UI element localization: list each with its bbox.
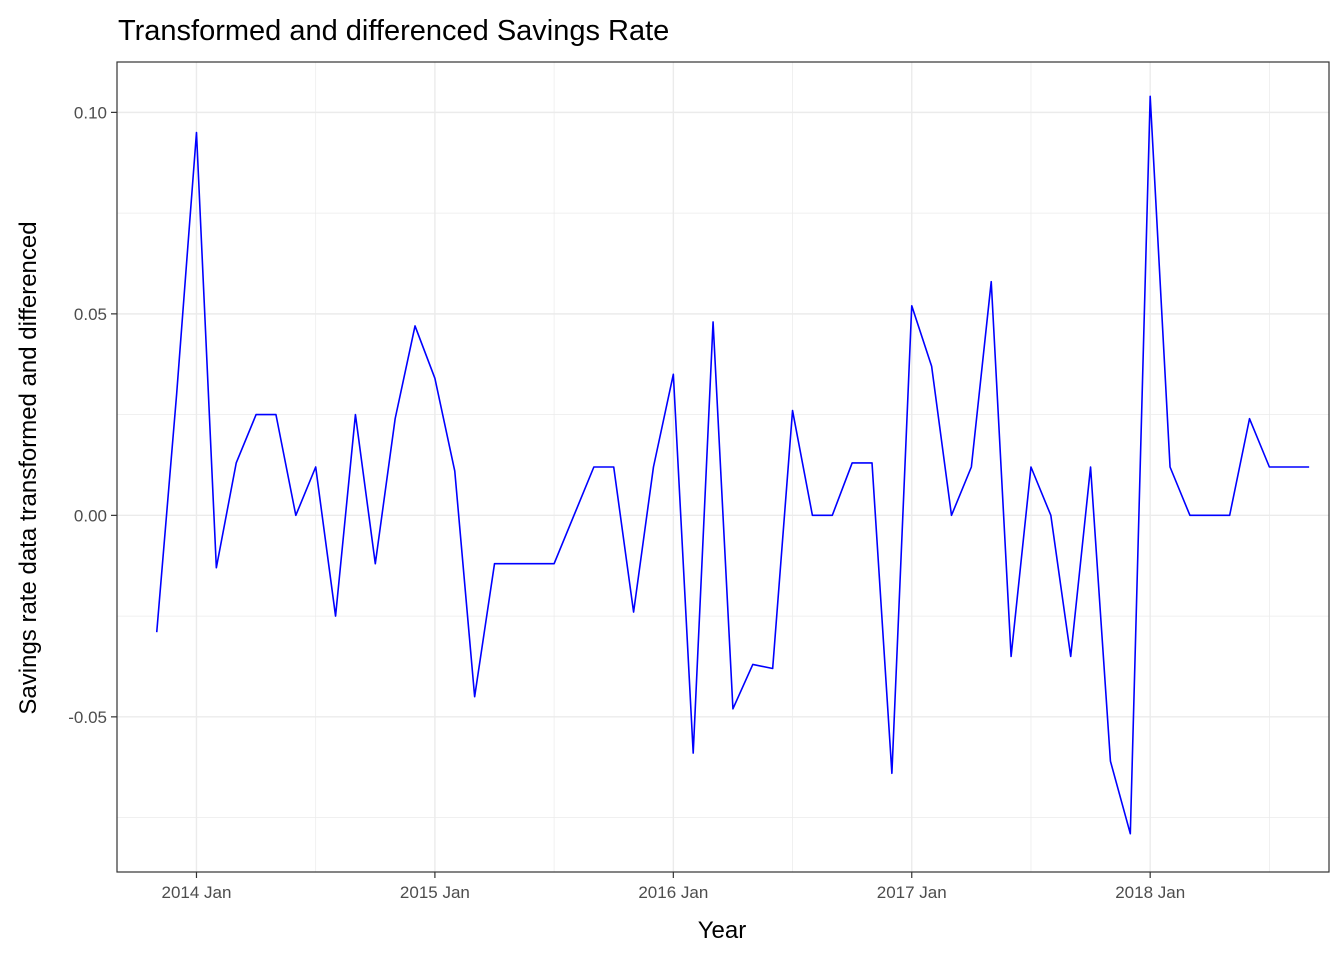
series-layer <box>155 95 1310 835</box>
y-tick-label: 0.05 <box>74 305 107 324</box>
y-axis: 0.10 0.05 0.00 -0.05 <box>68 103 117 727</box>
x-tick-label: 2017 Jan <box>877 883 947 902</box>
y-axis-title: Savings rate data transformed and differ… <box>15 221 42 714</box>
y-tick-label: 0.00 <box>74 506 107 525</box>
x-tick-label: 2014 Jan <box>161 883 231 902</box>
x-tick-label: 2018 Jan <box>1115 883 1185 902</box>
major-gridlines <box>117 62 1329 872</box>
y-tick-label: 0.10 <box>74 103 107 122</box>
x-axis-title: Year <box>698 917 747 944</box>
series-line <box>155 95 1310 835</box>
panel-border <box>116 61 1330 873</box>
x-axis: 2014 Jan 2015 Jan 2016 Jan 2017 Jan 2018 Jan <box>161 872 1185 902</box>
chart-title: Transformed and differenced Savings Rate <box>118 15 669 47</box>
x-tick-label: 2015 Jan <box>400 883 470 902</box>
x-tick-label: 2016 Jan <box>638 883 708 902</box>
y-tick-label: -0.05 <box>68 708 107 727</box>
